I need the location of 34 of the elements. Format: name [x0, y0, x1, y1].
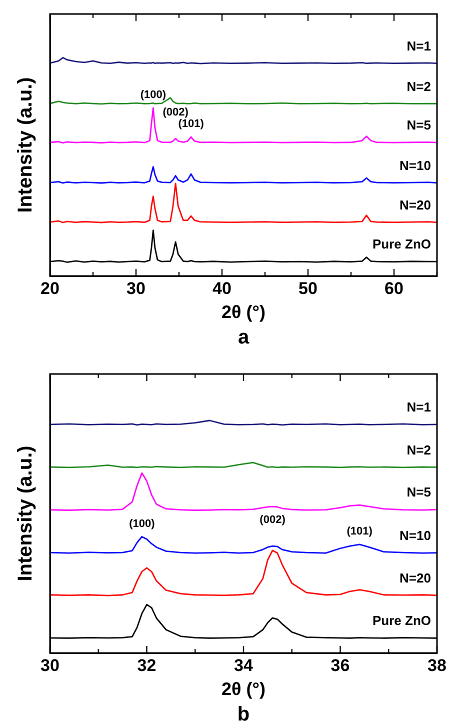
series-label: Pure ZnO	[372, 613, 431, 628]
annotation: (101)	[178, 118, 204, 130]
series-label: N=1	[406, 38, 431, 54]
series-label: N=10	[400, 158, 431, 173]
series-label: Pure ZnO	[372, 236, 431, 252]
annotation: (100)	[129, 518, 156, 530]
x-tick-label: 50	[298, 278, 318, 298]
text: b	[237, 704, 250, 726]
series-label: N=2	[406, 78, 431, 94]
x-tick-label: 36	[330, 656, 350, 675]
series-label: N=10	[400, 528, 431, 543]
x-tick-label: 30	[126, 278, 146, 298]
annotation: (101)	[346, 525, 373, 538]
x-tick-label: 38	[428, 656, 446, 675]
x-axis-title: 2θ (°)	[222, 302, 266, 322]
series-label: N=20	[400, 570, 431, 586]
series-label: N=1	[406, 400, 431, 415]
annotation: (002)	[162, 106, 189, 118]
y-axis-title: Intensity (a.u.)	[14, 446, 37, 582]
x-axis-title: 2θ (°)	[222, 679, 266, 700]
text: a	[238, 326, 250, 349]
series-label: N=5	[406, 484, 431, 500]
series-label: N=2	[406, 442, 431, 458]
series-label: N=5	[406, 118, 431, 133]
annotation: (002)	[260, 514, 286, 526]
annotation: (100)	[140, 88, 166, 101]
series-label: N=20	[400, 197, 431, 212]
x-tick-label: 34	[234, 656, 254, 675]
x-tick-label: 30	[40, 656, 60, 675]
x-tick-label: 20	[40, 278, 60, 298]
x-tick-label: 60	[384, 278, 404, 298]
x-tick-label: 32	[137, 656, 156, 675]
x-tick-label: 40	[212, 278, 232, 298]
y-axis-title: Intensity (a.u.)	[14, 77, 37, 213]
